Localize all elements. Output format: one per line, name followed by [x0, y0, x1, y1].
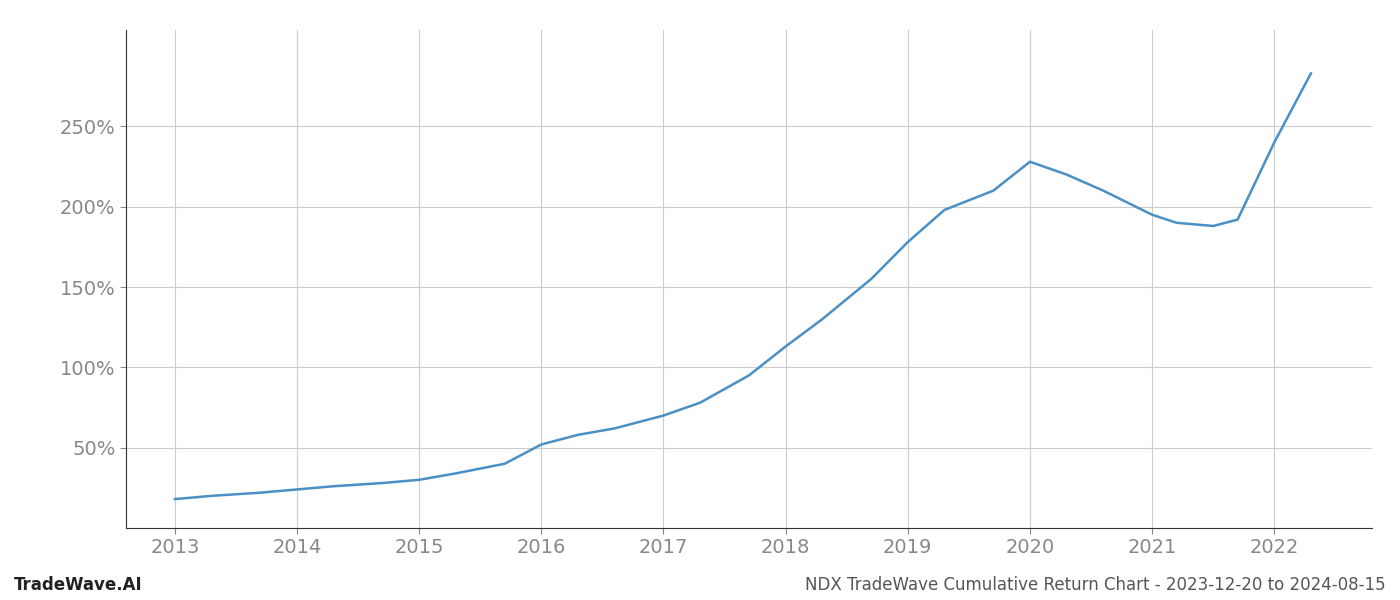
Text: NDX TradeWave Cumulative Return Chart - 2023-12-20 to 2024-08-15: NDX TradeWave Cumulative Return Chart - … [805, 576, 1386, 594]
Text: TradeWave.AI: TradeWave.AI [14, 576, 143, 594]
